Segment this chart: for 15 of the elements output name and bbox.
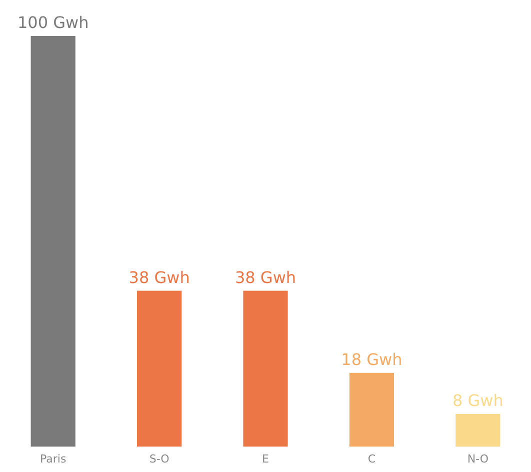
x-tick-label: S-O: [149, 452, 170, 466]
data-label: 8 Gwh: [452, 391, 504, 410]
bar: [30, 36, 76, 447]
x-tick-label: E: [262, 452, 270, 466]
bar: [243, 290, 288, 447]
x-tick-label: N-O: [467, 452, 489, 466]
data-label: 38 Gwh: [234, 268, 296, 287]
x-tick-label: Paris: [40, 452, 66, 466]
bar: [349, 372, 394, 447]
data-label: 18 Gwh: [341, 350, 402, 370]
bar: [137, 290, 182, 447]
data-label: 100 Gwh: [17, 13, 89, 32]
data-label: 38 Gwh: [128, 268, 190, 287]
x-tick-label: C: [368, 452, 376, 466]
bar: [456, 414, 500, 447]
